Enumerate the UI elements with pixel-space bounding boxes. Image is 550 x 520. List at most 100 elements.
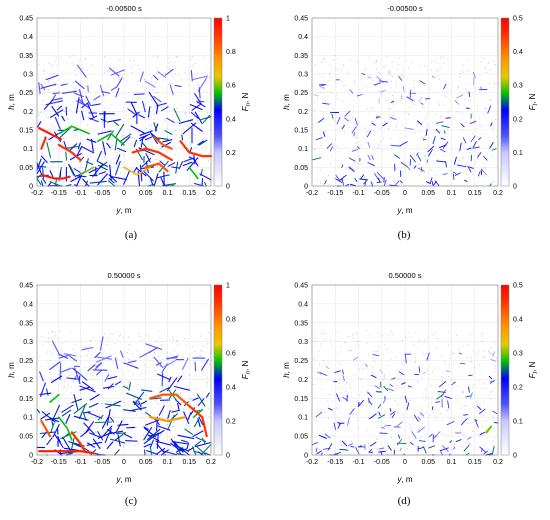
contact-force-segment bbox=[178, 435, 194, 438]
colorbar-tick-label: 0 bbox=[226, 184, 230, 191]
particle-point bbox=[168, 84, 169, 85]
particle-point bbox=[162, 388, 163, 389]
particle-point bbox=[123, 71, 124, 72]
particle-point bbox=[394, 448, 395, 449]
colorbar bbox=[501, 18, 509, 186]
particle-point bbox=[84, 354, 85, 355]
particle-point bbox=[209, 180, 210, 181]
colorbar-tick-label: 0.6 bbox=[226, 351, 236, 358]
particle-point bbox=[74, 352, 75, 353]
particle-point bbox=[173, 86, 174, 87]
particle-point bbox=[137, 81, 138, 82]
particle-point bbox=[320, 170, 321, 171]
contact-force-segment bbox=[373, 355, 379, 356]
particle-point bbox=[315, 109, 316, 110]
particle-point bbox=[144, 364, 145, 365]
particle-point bbox=[377, 412, 378, 413]
particle-point bbox=[345, 86, 346, 87]
particle-point bbox=[448, 91, 449, 92]
contact-force-segment bbox=[194, 421, 197, 427]
particle-point bbox=[139, 159, 140, 160]
particle-point bbox=[495, 64, 496, 65]
particle-point bbox=[411, 409, 412, 410]
particle-point bbox=[373, 108, 374, 109]
contact-force-segment bbox=[319, 435, 326, 438]
particle-point bbox=[440, 131, 441, 132]
particle-point bbox=[99, 415, 100, 416]
particle-point bbox=[449, 84, 450, 85]
contact-force-segment bbox=[417, 153, 418, 155]
particle-point bbox=[493, 444, 494, 445]
particle-point bbox=[431, 62, 432, 63]
particle-point bbox=[116, 165, 117, 166]
contact-force-segment bbox=[66, 415, 70, 424]
particle-point bbox=[388, 365, 389, 366]
particle-point bbox=[86, 347, 87, 348]
contact-force-segment bbox=[390, 118, 396, 120]
particle-point bbox=[369, 336, 370, 337]
contact-force-segment bbox=[383, 123, 388, 126]
particle-point bbox=[391, 75, 392, 76]
particle-point bbox=[427, 128, 428, 129]
particle-point bbox=[430, 169, 431, 170]
particle-point bbox=[402, 125, 403, 126]
particle-point bbox=[481, 426, 482, 427]
contact-force-segment bbox=[145, 450, 146, 455]
particle-point bbox=[196, 436, 197, 437]
particle-point bbox=[483, 416, 484, 417]
particle-point bbox=[59, 91, 60, 92]
particle-point bbox=[445, 96, 446, 97]
particle-point bbox=[352, 117, 353, 118]
particle-point bbox=[105, 99, 106, 100]
particle-point bbox=[153, 56, 154, 57]
particle-point bbox=[167, 352, 168, 353]
particle-point bbox=[194, 351, 195, 352]
particle-point bbox=[424, 65, 425, 66]
contact-force-segment bbox=[62, 405, 73, 412]
particle-point bbox=[113, 158, 114, 159]
particle-point bbox=[102, 330, 103, 331]
particle-point bbox=[45, 170, 46, 171]
particle-point bbox=[325, 131, 326, 132]
particle-point bbox=[208, 408, 209, 409]
particle-point bbox=[426, 100, 427, 101]
contact-force-segment bbox=[398, 435, 399, 438]
particle-point bbox=[350, 387, 351, 388]
particle-point bbox=[481, 373, 482, 374]
particle-point bbox=[356, 403, 357, 404]
particle-point bbox=[70, 402, 71, 403]
particle-point bbox=[427, 124, 428, 125]
particle-point bbox=[190, 144, 191, 145]
particle-point bbox=[122, 164, 123, 165]
particle-point bbox=[466, 174, 467, 175]
particle-point bbox=[424, 354, 425, 355]
particle-point bbox=[434, 368, 435, 369]
particle-point bbox=[45, 411, 46, 412]
particle-point bbox=[166, 67, 167, 68]
colorbar-tick-label: 0.4 bbox=[226, 385, 236, 392]
particle-point bbox=[150, 139, 151, 140]
particle-point bbox=[419, 164, 420, 165]
particle-point bbox=[82, 141, 83, 142]
particle-point bbox=[320, 134, 321, 135]
contact-force-segment bbox=[46, 75, 58, 79]
particle-point bbox=[351, 440, 352, 441]
particle-point bbox=[147, 404, 148, 405]
particle-point bbox=[123, 107, 124, 108]
contact-force-segment bbox=[88, 86, 89, 92]
particle-point bbox=[135, 445, 136, 446]
particle-point bbox=[401, 369, 402, 370]
particle-point bbox=[132, 137, 133, 138]
particle-point bbox=[411, 336, 412, 337]
contact-force-segment bbox=[426, 130, 427, 136]
particle-point bbox=[120, 334, 121, 335]
particle-point bbox=[119, 151, 120, 152]
particle-point bbox=[110, 370, 111, 371]
particle-point bbox=[402, 340, 403, 341]
colorbar-tick-label: 0 bbox=[513, 184, 517, 191]
contact-force-segment bbox=[328, 444, 332, 450]
particle-point bbox=[358, 427, 359, 428]
particle-point bbox=[64, 381, 65, 382]
particle-point bbox=[78, 370, 79, 371]
